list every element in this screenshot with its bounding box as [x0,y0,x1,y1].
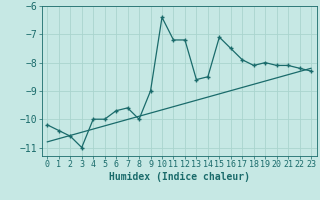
X-axis label: Humidex (Indice chaleur): Humidex (Indice chaleur) [109,172,250,182]
